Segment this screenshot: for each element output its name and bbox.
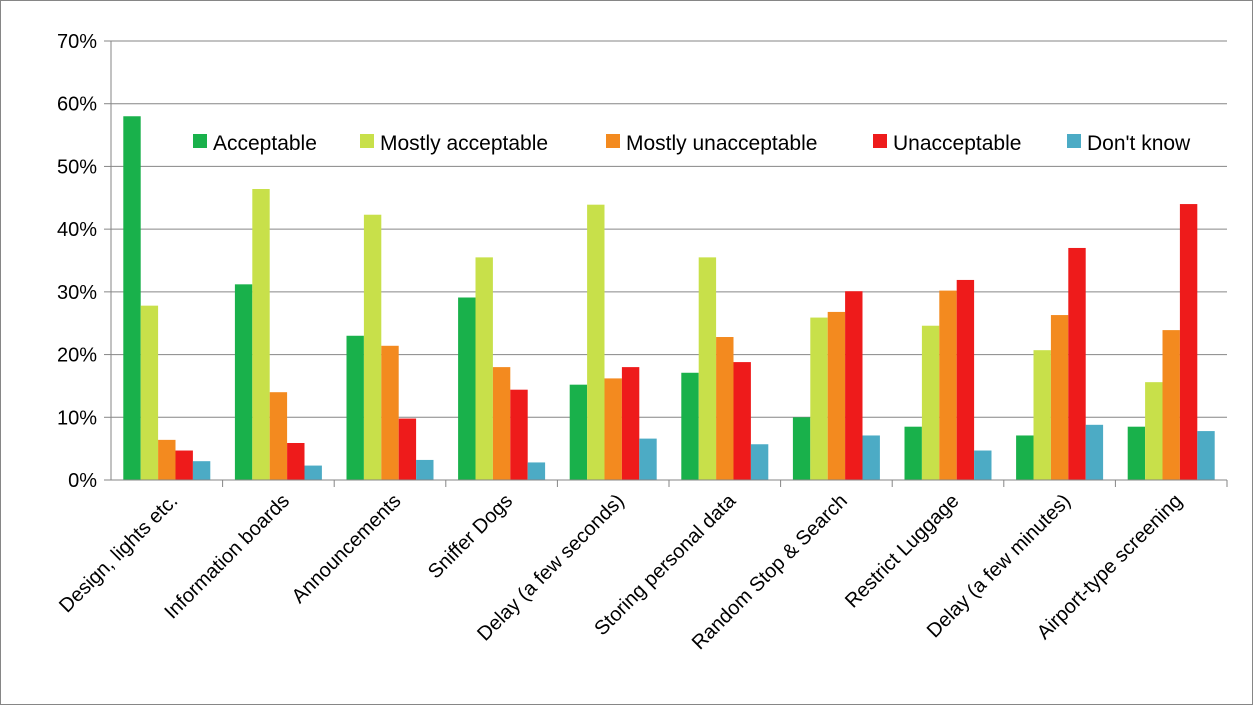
bar-unacceptable — [845, 291, 863, 480]
bar-mostly-unacceptable — [158, 439, 176, 480]
bar-acceptable — [681, 372, 699, 480]
bar-mostly-unacceptable — [827, 311, 846, 480]
bar-unacceptable — [287, 442, 305, 480]
bar-unacceptable — [621, 367, 640, 480]
y-tick-label: 0% — [68, 470, 97, 492]
axes — [104, 40, 1228, 487]
bar-don-t-know — [416, 459, 434, 480]
bar-mostly-acceptable — [1145, 382, 1163, 480]
x-tick-label: Sniffer Dogs — [424, 490, 517, 583]
legend-swatch-mostly-unacceptable — [606, 134, 620, 148]
bar-mostly-acceptable — [252, 189, 270, 480]
bar-unacceptable — [510, 389, 528, 480]
bar-unacceptable — [956, 279, 975, 480]
y-tick-label: 70% — [57, 31, 97, 53]
bar-unacceptable — [398, 418, 417, 480]
bar-don-t-know — [527, 462, 546, 480]
bar-mostly-acceptable — [587, 204, 605, 481]
y-tick-label: 30% — [57, 282, 97, 304]
bar-unacceptable — [1179, 204, 1198, 481]
bar-don-t-know — [862, 435, 880, 480]
bar-acceptable — [569, 384, 588, 480]
legend-label-mostly-acceptable: Mostly acceptable — [380, 132, 548, 155]
bar-acceptable — [1016, 435, 1034, 480]
bar-mostly-unacceptable — [716, 337, 734, 480]
bar-acceptable — [346, 335, 364, 480]
bar-mostly-unacceptable — [492, 367, 511, 480]
bar-mostly-unacceptable — [939, 290, 957, 480]
bar-mostly-unacceptable — [269, 392, 288, 480]
bar-mostly-acceptable — [810, 317, 828, 480]
bar-don-t-know — [1085, 424, 1104, 480]
gridlines — [111, 40, 1227, 418]
legend: Acceptable Mostly acceptable Mostly unacce… — [193, 132, 1191, 155]
bar-acceptable — [458, 297, 476, 480]
bar-don-t-know — [639, 438, 657, 480]
bar-unacceptable — [1068, 247, 1086, 480]
bar-mostly-acceptable — [921, 325, 940, 480]
bar-acceptable — [123, 116, 141, 480]
bar-don-t-know — [304, 465, 322, 480]
x-tick-label: Announcements — [288, 490, 406, 608]
legend-label-don-t-know: Don't know — [1087, 132, 1191, 155]
legend-label-acceptable: Acceptable — [213, 132, 317, 155]
bar-acceptable — [234, 284, 253, 480]
bar-don-t-know — [974, 450, 992, 480]
bar-mostly-acceptable — [1033, 350, 1051, 480]
x-tick-label: Restrict Luggage — [841, 490, 963, 612]
bar-acceptable — [792, 417, 811, 480]
bar-mostly-acceptable — [475, 257, 493, 480]
bar-mostly-unacceptable — [1050, 315, 1069, 480]
bar-mostly-acceptable — [140, 305, 159, 480]
legend-swatch-don-t-know — [1067, 134, 1081, 148]
bar-unacceptable — [175, 450, 193, 480]
bar-don-t-know — [192, 461, 211, 480]
bar-mostly-acceptable — [363, 214, 382, 480]
y-tick-label: 10% — [57, 407, 97, 429]
x-tick-label: Design, lights etc. — [55, 490, 182, 617]
bar-acceptable — [1127, 426, 1146, 480]
y-tick-label: 50% — [57, 156, 97, 178]
legend-swatch-mostly-acceptable — [360, 134, 374, 148]
legend-swatch-unacceptable — [873, 134, 887, 148]
x-tick-label: Information boards — [160, 490, 293, 623]
legend-label-unacceptable: Unacceptable — [893, 132, 1021, 155]
bar-don-t-know — [1197, 431, 1215, 480]
y-tick-label: 60% — [57, 94, 97, 116]
legend-swatch-acceptable — [193, 134, 207, 148]
y-tick-label: 40% — [57, 219, 97, 241]
x-tick-labels: Design, lights etc.Information boardsAnn… — [55, 489, 1187, 654]
y-tick-labels: 0% 10% 20% 30% 40% 50% 60% 70% — [57, 31, 97, 492]
bar-unacceptable — [733, 362, 751, 480]
y-tick-label: 20% — [57, 345, 97, 367]
bar-don-t-know — [750, 444, 769, 480]
bars — [123, 116, 1215, 481]
bar-mostly-unacceptable — [381, 345, 399, 480]
legend-label-mostly-unacceptable: Mostly unacceptable — [626, 132, 817, 155]
bar-acceptable — [904, 426, 922, 480]
bar-mostly-acceptable — [698, 257, 717, 480]
bar-mostly-unacceptable — [1162, 330, 1180, 480]
bar-mostly-unacceptable — [604, 378, 622, 480]
